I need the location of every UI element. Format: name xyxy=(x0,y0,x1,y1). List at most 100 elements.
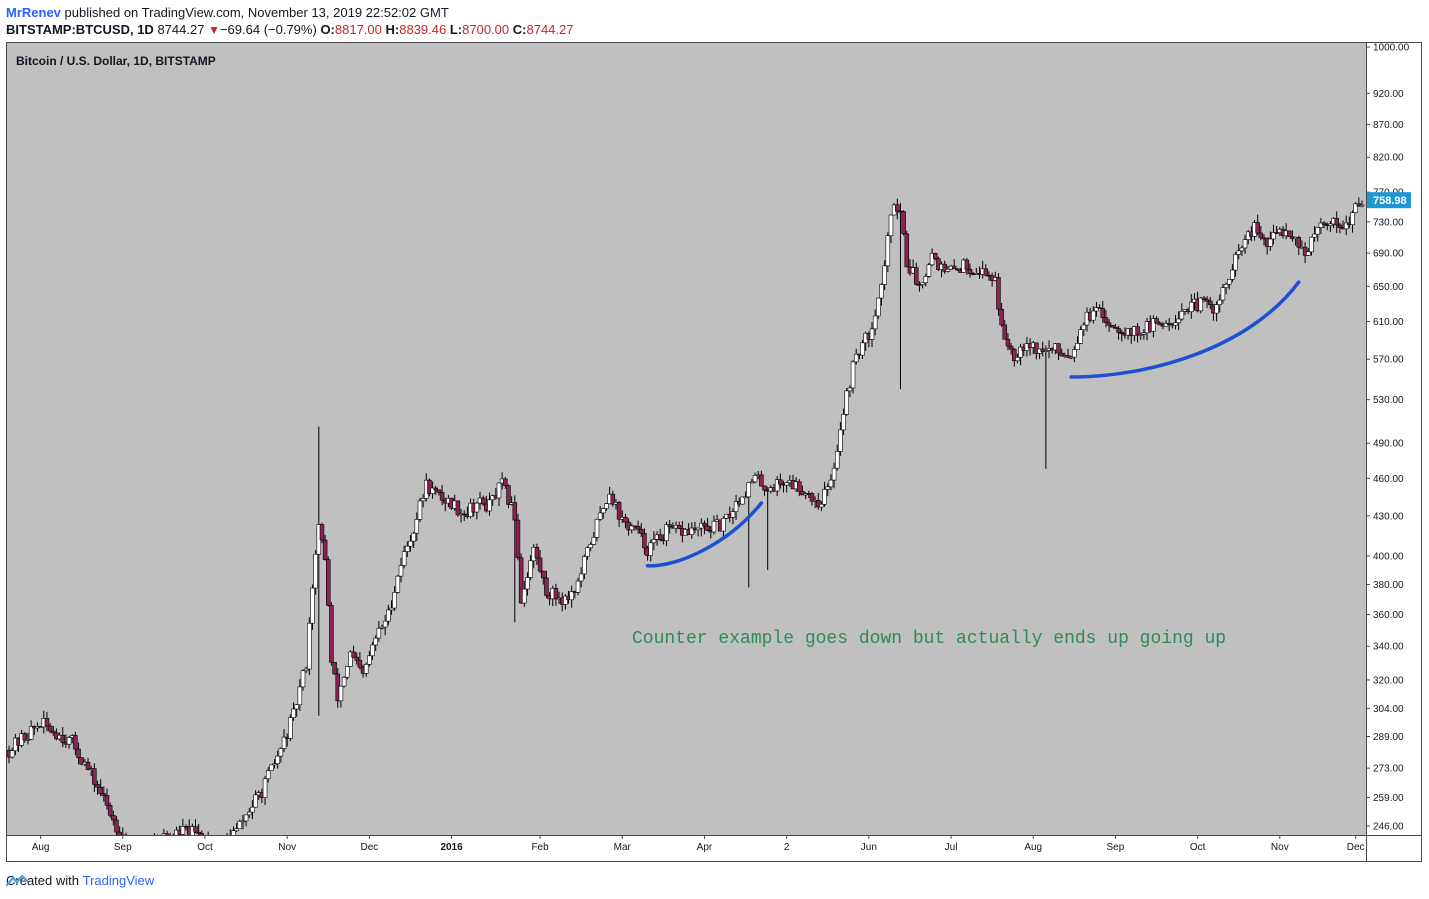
candle-body xyxy=(1075,343,1080,350)
candle-body xyxy=(743,496,748,499)
candle-body xyxy=(480,497,486,505)
tradingview-link[interactable]: TradingView xyxy=(82,873,155,888)
last-price-tag xyxy=(1367,192,1411,209)
plot-area xyxy=(7,43,1366,835)
candle-body xyxy=(591,537,597,545)
candle-body xyxy=(816,499,821,508)
candle-body xyxy=(1078,329,1083,344)
candle-body xyxy=(338,685,344,702)
time-tick-label: 2016 xyxy=(440,842,463,853)
high-value: 8839.46 xyxy=(399,22,447,37)
chart-header: MrRenev published on TradingView.com, No… xyxy=(6,4,573,39)
time-tick-label: Apr xyxy=(697,842,713,853)
open-value: 8817.00 xyxy=(334,22,382,37)
candle-body xyxy=(367,655,372,665)
candle-body xyxy=(1309,236,1314,253)
candle-body xyxy=(822,489,827,505)
candle-body xyxy=(522,588,527,604)
candle-body xyxy=(932,252,938,259)
close-label: C: xyxy=(512,22,527,37)
annotation-text: Counter example goes down but actually e… xyxy=(632,629,1226,649)
price-tick-label: 690.00 xyxy=(1373,249,1404,260)
candle-body xyxy=(322,539,328,560)
candle-body xyxy=(1321,222,1327,225)
candle-body xyxy=(1255,222,1260,234)
price-tick-label: 730.00 xyxy=(1373,217,1404,228)
candle-body xyxy=(117,831,122,835)
candle-body xyxy=(1220,287,1226,301)
candle-body xyxy=(1065,355,1071,358)
candle-body xyxy=(740,496,745,505)
candle-body xyxy=(398,565,404,577)
candle-body xyxy=(1135,326,1140,336)
candle-body xyxy=(1302,246,1308,256)
candle-body xyxy=(1008,345,1014,350)
candle-body xyxy=(825,486,831,490)
candle-body xyxy=(436,489,442,493)
chart-title: Bitcoin / U.S. Dollar, 1D, BITSTAMP xyxy=(16,54,216,68)
candle-body xyxy=(876,297,881,317)
candle-body xyxy=(275,755,280,764)
candle-body xyxy=(430,487,435,494)
candle-body xyxy=(929,252,935,266)
candle-body xyxy=(667,524,672,528)
candle-body xyxy=(885,235,891,267)
time-tick-label: Sep xyxy=(1107,842,1125,853)
candle-body xyxy=(92,768,97,785)
candle-body xyxy=(525,577,530,590)
candle-body xyxy=(534,546,540,559)
candle-body xyxy=(297,686,303,706)
open-label: O: xyxy=(320,22,335,37)
candle-body xyxy=(487,499,492,512)
candle-body xyxy=(503,478,508,486)
candle-body xyxy=(313,553,318,589)
candle-body xyxy=(294,704,299,710)
candle-body xyxy=(657,534,663,541)
candle-body xyxy=(291,708,296,718)
candle-body xyxy=(853,353,859,363)
price-tick-label: 400.00 xyxy=(1373,551,1404,562)
price-tick-label: 320.00 xyxy=(1373,675,1404,686)
price-chart[interactable]: Bitcoin / U.S. Dollar, 1D, BITSTAMP Count… xyxy=(7,43,1421,861)
candle-body xyxy=(357,659,363,668)
candle-body xyxy=(540,570,546,579)
candle-body xyxy=(569,591,574,601)
candle-body xyxy=(395,575,401,593)
price-tick-label: 870.00 xyxy=(1373,120,1404,131)
candle-body xyxy=(1015,357,1020,362)
candle-body xyxy=(76,748,81,758)
price-tick-label: 460.00 xyxy=(1373,474,1404,485)
candle-body xyxy=(1091,310,1096,321)
price-tick-label: 920.00 xyxy=(1373,89,1404,100)
price-tick-label: 610.00 xyxy=(1373,317,1404,328)
candle-body xyxy=(1208,300,1213,305)
candle-body xyxy=(999,308,1004,326)
candle-body xyxy=(904,233,910,268)
candle-body xyxy=(528,560,533,578)
candle-body xyxy=(234,828,239,832)
candle-body xyxy=(872,315,878,330)
candle-body xyxy=(689,527,695,535)
symbol-label: BITSTAMP:BTCUSD, 1D xyxy=(6,22,154,37)
candle-body xyxy=(1359,204,1365,207)
candle-body xyxy=(955,268,960,271)
candle-body xyxy=(676,524,682,529)
candle-body xyxy=(752,475,758,483)
candle-body xyxy=(73,735,78,750)
candle-body xyxy=(809,493,815,502)
candle-body xyxy=(1103,317,1109,324)
candle-body xyxy=(193,826,198,833)
price-tick-label: 340.00 xyxy=(1373,642,1404,653)
candle-body xyxy=(1012,348,1017,362)
price-tick-label: 650.00 xyxy=(1373,282,1404,293)
candle-body xyxy=(746,482,751,498)
candle-body xyxy=(695,527,701,531)
time-tick-label: Jul xyxy=(945,842,958,853)
candle-body xyxy=(414,519,420,534)
candle-body xyxy=(1242,239,1248,249)
author-link[interactable]: MrRenev xyxy=(6,5,61,20)
candle-body xyxy=(240,820,246,823)
candle-body xyxy=(1043,350,1049,352)
candle-body xyxy=(582,556,587,575)
candle-body xyxy=(348,651,353,667)
